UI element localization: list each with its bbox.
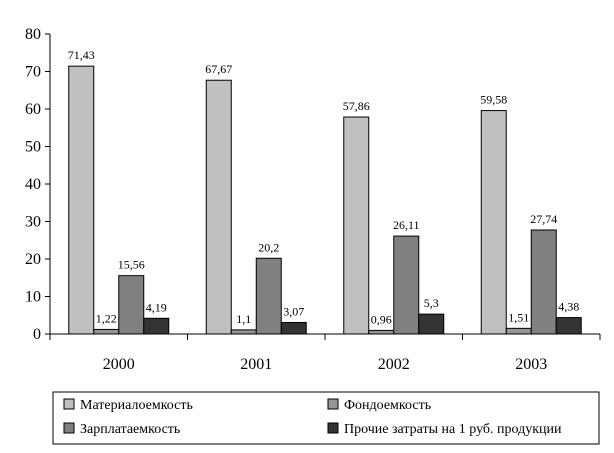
y-tick-label: 20 (25, 251, 41, 268)
legend-swatch (63, 422, 75, 434)
bar-4-2001 (280, 321, 307, 335)
y-tick-label: 40 (25, 176, 41, 193)
data-label: 71,43 (68, 48, 95, 62)
data-label: 57,86 (343, 99, 370, 113)
y-tick-label: 70 (25, 64, 41, 81)
bar-2-2000 (93, 328, 120, 335)
y-tick-label: 0 (33, 326, 41, 343)
chart-bars (68, 65, 582, 335)
x-category-label: 2003 (515, 356, 547, 373)
bar-4-2000 (143, 317, 170, 335)
x-category-label: 2000 (103, 356, 135, 373)
y-tick-label: 10 (25, 289, 41, 306)
data-label: 5,3 (424, 296, 439, 310)
bar-2-2002 (368, 329, 395, 335)
legend-swatch (327, 398, 339, 410)
chart-legend: Материалоемкость Фондоемкость Зарплатаемко… (52, 391, 600, 445)
bar-1-2001 (205, 79, 232, 335)
legend-entry-label: Материалоемкость (80, 398, 193, 413)
bar-3-2001 (255, 257, 282, 335)
bar-1-2002 (343, 116, 370, 335)
data-label: 4,38 (558, 300, 579, 314)
x-category-label: 2002 (378, 356, 410, 373)
data-label: 1,51 (508, 310, 529, 324)
bar-1-2000 (68, 65, 95, 335)
data-label: 67,67 (205, 62, 232, 76)
bar-2-2003 (505, 327, 532, 335)
bar-4-2002 (418, 313, 445, 335)
data-label: 27,74 (530, 212, 557, 226)
data-label: 1,22 (96, 311, 117, 325)
legend-entry-label: Фондоемкость (344, 398, 431, 413)
data-label: 59,58 (480, 93, 507, 107)
legend-swatch (327, 422, 339, 434)
bar-2-2001 (230, 329, 257, 335)
data-label: 15,56 (118, 258, 145, 272)
y-tick-label: 30 (25, 214, 41, 231)
bar-3-2002 (393, 235, 420, 335)
data-label: 26,11 (393, 218, 420, 232)
data-label: 4,19 (146, 300, 167, 314)
bar-3-2003 (530, 229, 557, 335)
legend-box (52, 391, 600, 445)
y-tick-label: 80 (25, 26, 41, 43)
legend-swatch (63, 398, 75, 410)
y-tick-label: 60 (25, 101, 41, 118)
y-tick-label: 50 (25, 139, 41, 156)
legend-entry-label: Прочие затраты на 1 руб. продукции (344, 422, 562, 437)
x-category-label: 2001 (240, 356, 272, 373)
chart-data-labels: 71,43 1,22 15,56 4,19 67,67 1,1 20,2 3,07 57,86 0… (68, 48, 580, 326)
data-label: 3,07 (283, 304, 304, 318)
bar-1-2003 (480, 110, 507, 335)
data-label: 20,2 (258, 240, 279, 254)
data-label: 0,96 (371, 312, 392, 326)
legend-entry-label: Зарплатаемкость (80, 422, 180, 437)
bar-4-2003 (555, 317, 582, 335)
data-label: 1,1 (236, 312, 251, 326)
bar-3-2000 (118, 275, 145, 335)
